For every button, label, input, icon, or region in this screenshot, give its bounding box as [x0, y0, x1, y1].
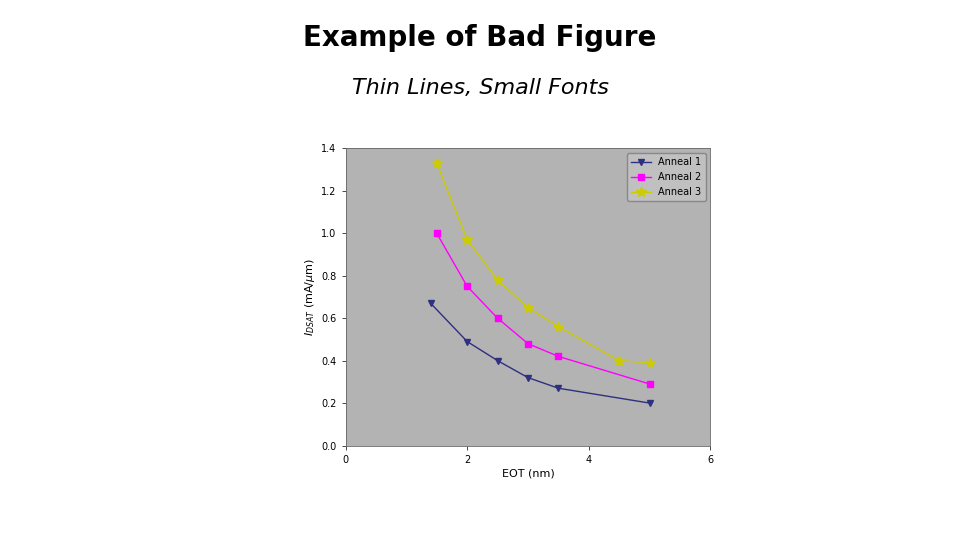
Anneal 3: [492, 277, 503, 284]
Anneal 3: [431, 160, 443, 166]
Anneal 1: [462, 338, 473, 345]
Text: Slide 11: Slide 11: [853, 510, 922, 525]
Anneal 3: [553, 323, 564, 330]
Anneal 1: [425, 300, 437, 307]
Anneal 3: [522, 305, 534, 311]
Line: Anneal 1: Anneal 1: [428, 301, 653, 406]
Anneal 1: [492, 357, 503, 364]
Line: Anneal 2: Anneal 2: [434, 231, 653, 387]
Anneal 1: [522, 374, 534, 381]
Anneal 3: [613, 357, 625, 364]
Anneal 2: [553, 353, 564, 360]
Anneal 2: [644, 381, 656, 387]
Anneal 2: [462, 283, 473, 289]
Anneal 1: [553, 385, 564, 392]
Text: Thin Lines, Small Fonts: Thin Lines, Small Fonts: [351, 78, 609, 98]
Anneal 2: [492, 315, 503, 321]
Text: Example of Bad Figure: Example of Bad Figure: [303, 24, 657, 52]
X-axis label: EOT (nm): EOT (nm): [502, 469, 554, 478]
Line: Anneal 3: Anneal 3: [432, 158, 655, 368]
Text: Symposia on VLSI Technology and Circuits: Symposia on VLSI Technology and Circuits: [184, 510, 545, 525]
Anneal 2: [522, 340, 534, 347]
Anneal 3: [462, 237, 473, 243]
Anneal 2: [431, 230, 443, 237]
Legend: Anneal 1, Anneal 2, Anneal 3: Anneal 1, Anneal 2, Anneal 3: [627, 153, 706, 201]
Anneal 1: [644, 400, 656, 406]
Y-axis label: $I_{DSAT}$ (mA/$\mu$m): $I_{DSAT}$ (mA/$\mu$m): [303, 258, 317, 336]
Anneal 3: [644, 360, 656, 366]
